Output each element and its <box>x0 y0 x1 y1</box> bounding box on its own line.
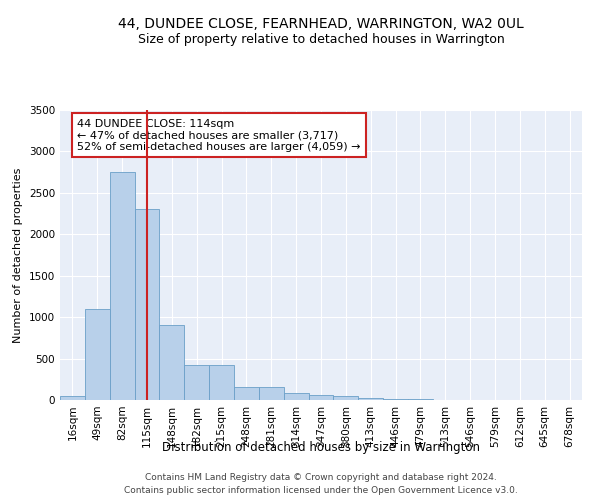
Bar <box>259 387 284 400</box>
Bar <box>85 309 110 400</box>
Bar <box>134 210 160 400</box>
Text: Distribution of detached houses by size in Warrington: Distribution of detached houses by size … <box>162 441 480 454</box>
Y-axis label: Number of detached properties: Number of detached properties <box>13 168 23 342</box>
Text: 44, DUNDEE CLOSE, FEARNHEAD, WARRINGTON, WA2 0UL: 44, DUNDEE CLOSE, FEARNHEAD, WARRINGTON,… <box>118 18 524 32</box>
Bar <box>160 326 184 400</box>
Bar <box>334 396 358 400</box>
Text: Size of property relative to detached houses in Warrington: Size of property relative to detached ho… <box>137 32 505 46</box>
Bar <box>209 365 234 400</box>
Bar <box>184 365 209 400</box>
Text: Contains HM Land Registry data © Crown copyright and database right 2024.
Contai: Contains HM Land Registry data © Crown c… <box>124 474 518 495</box>
Bar <box>60 396 85 400</box>
Bar <box>234 386 259 400</box>
Bar <box>284 393 308 400</box>
Bar <box>383 398 408 400</box>
Text: 44 DUNDEE CLOSE: 114sqm
← 47% of detached houses are smaller (3,717)
52% of semi: 44 DUNDEE CLOSE: 114sqm ← 47% of detache… <box>77 118 361 152</box>
Bar <box>110 172 134 400</box>
Bar <box>358 398 383 400</box>
Bar <box>308 395 334 400</box>
